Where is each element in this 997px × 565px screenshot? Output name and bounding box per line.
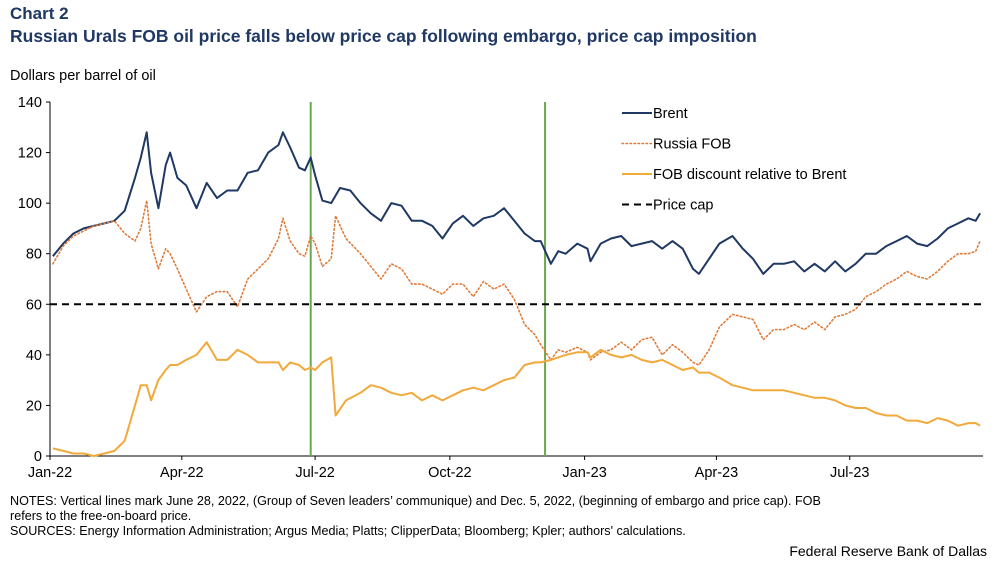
y-tick-label: 20: [26, 398, 42, 414]
y-tick-label: 0: [34, 449, 42, 465]
y-tick-label: 40: [26, 348, 42, 364]
x-tick-label: Jan-23: [562, 465, 606, 481]
legend-label-price-cap: Price cap: [653, 198, 713, 214]
x-tick-label: Oct-22: [428, 465, 472, 481]
legend-label-fob-discount-relative-to-brent: FOB discount relative to Brent: [653, 167, 846, 183]
legend-label-brent: Brent: [653, 106, 688, 122]
sources-line: SOURCES: Energy Information Administrati…: [10, 524, 686, 538]
notes-line-1: NOTES: Vertical lines mark June 28, 2022…: [10, 494, 821, 508]
x-tick-label: Jul-23: [830, 465, 870, 481]
y-tick-label: 80: [26, 247, 42, 263]
series-line-brent: [52, 131, 981, 275]
x-tick-label: Apr-23: [695, 465, 739, 481]
y-tick-label: 100: [18, 196, 42, 212]
x-tick-label: Jul-22: [295, 465, 335, 481]
chart-number: Chart 2: [10, 4, 69, 23]
y-tick-label: 120: [18, 146, 42, 162]
series-line-russia-fob: [52, 199, 981, 366]
legend-label-russia-fob: Russia FOB: [653, 137, 731, 153]
y-tick-label: 140: [18, 95, 42, 111]
chart-title: Russian Urals FOB oil price falls below …: [10, 26, 757, 46]
series-line-fob-discount-relative-to-brent: [52, 341, 981, 457]
source-credit: Federal Reserve Bank of Dallas: [789, 543, 987, 559]
notes-line-2: refers to the free-on-board price.: [10, 509, 192, 523]
x-tick-label: Apr-22: [160, 465, 204, 481]
y-tick-label: 60: [26, 297, 42, 313]
chart-notes: NOTES: Vertical lines mark June 28, 2022…: [10, 494, 985, 539]
chart-plot: 0 20 40 60 80 100 120 140 Jan-22 Apr-22 Jul-22 Oct-…: [18, 95, 983, 481]
x-tick-label: Jan-22: [28, 465, 72, 481]
y-axis-label: Dollars per barrel of oil: [10, 68, 156, 84]
